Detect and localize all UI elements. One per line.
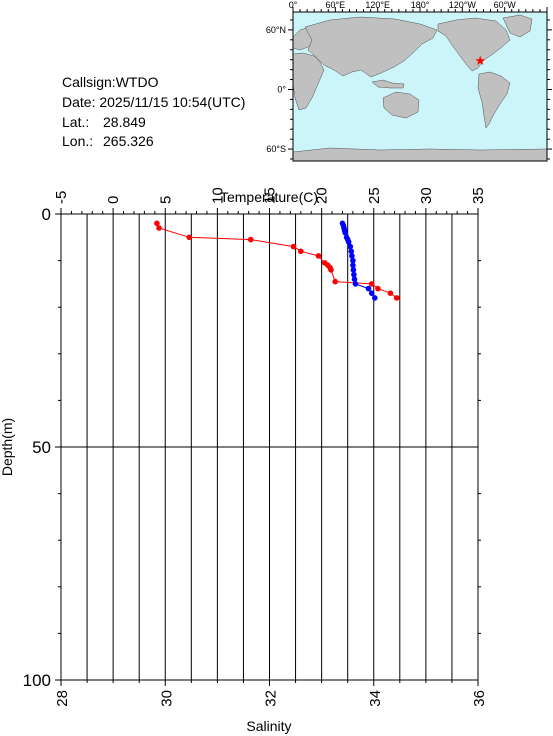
temperature-axis-label: Temperature(C)	[220, 189, 318, 205]
plot-frame	[60, 213, 479, 681]
map-lat-labels: 60°N 0° 60°S	[266, 25, 287, 154]
depth-tick-labels: 0 50 100	[23, 205, 51, 690]
land-greenland	[502, 14, 533, 38]
salinity-tick-label: 34	[367, 690, 384, 707]
temperature-point	[298, 248, 304, 255]
station-info: Callsign:WTDO Date: 2025/11/15 10:54(UTC…	[62, 74, 245, 149]
salinity-point	[345, 239, 352, 245]
temperature-point	[393, 295, 400, 301]
temperature-tick-label: -5	[53, 191, 70, 204]
map-lon-label: 60°E	[326, 0, 346, 10]
lon-value: 265.326	[103, 133, 154, 149]
map-lon-label: 120°E	[365, 0, 390, 10]
location-map: 0° 60°E 120°E 180° 120°W 60°W 60°N 0° 60°S ★	[266, 0, 552, 162]
temperature-tick-label: 20	[314, 187, 331, 204]
map-lon-labels: 0° 60°E 120°E 180° 120°W 60°W	[289, 0, 517, 10]
map-ticks	[288, 7, 552, 160]
temperature-point	[156, 225, 162, 231]
salinity-tick-labels: 28 30 32 34 36	[54, 690, 488, 707]
temperature-point	[186, 234, 192, 241]
temperature-tick-label: 30	[418, 187, 435, 204]
lat-label: Lat.:	[62, 114, 89, 130]
temperature-point	[368, 281, 375, 287]
temperature-point	[315, 253, 322, 259]
map-lon-label: 120°W	[449, 0, 477, 10]
depth-tick-label: 50	[32, 438, 51, 457]
salinity-point	[352, 281, 359, 287]
callsign-text: Callsign:WTDO	[62, 74, 159, 90]
temperature-tick-label: 35	[470, 187, 487, 204]
salinity-point	[350, 257, 356, 264]
temperature-point	[375, 285, 381, 292]
salinity-point	[350, 267, 357, 273]
land-south-america	[477, 71, 511, 129]
depth-axis-label: Depth(m)	[0, 418, 15, 476]
salinity-point	[365, 285, 372, 292]
map-land	[292, 14, 548, 162]
map-lat-label: 60°N	[266, 25, 286, 35]
land-indonesia	[371, 79, 405, 89]
temperature-point	[328, 267, 334, 273]
map-lon-label: 0°	[289, 0, 298, 10]
series-layer	[154, 220, 400, 301]
salinity-tick-label: 28	[54, 690, 71, 707]
temperature-tick-label: 0	[105, 196, 122, 204]
temperature-point	[154, 220, 160, 227]
temperature-tick-label: 15	[262, 187, 279, 204]
temperature-tick-label: 5	[157, 196, 174, 204]
temperature-point	[332, 278, 339, 285]
date-text: Date: 2025/11/15 10:54(UTC)	[62, 94, 245, 110]
grid-lines	[61, 214, 478, 680]
salinity-point	[350, 262, 356, 269]
salinity-point	[368, 290, 375, 297]
temperature-tick-label: 25	[366, 187, 383, 204]
temperature-point	[290, 243, 297, 250]
depth-tick-label: 0	[42, 205, 51, 224]
temperature-tick-labels: -5 0 5 10 15 20 25 30 35	[53, 187, 487, 204]
salinity-tick-label: 36	[471, 690, 488, 707]
salinity-point	[351, 271, 357, 278]
salinity-point	[342, 229, 348, 236]
salinity-point	[348, 248, 355, 255]
temperature-point	[387, 290, 394, 297]
map-lon-label: 60°W	[494, 0, 517, 10]
temperature-tick-label: 10	[209, 187, 226, 204]
salinity-point	[349, 253, 355, 259]
depth-tick-label: 100	[23, 671, 51, 690]
land-africa	[292, 52, 325, 111]
map-lat-label: 60°S	[266, 144, 286, 154]
land-australia	[382, 91, 420, 119]
temperature-point	[247, 236, 254, 243]
station-marker-star-icon: ★	[474, 53, 486, 68]
salinity-tick-label: 32	[263, 690, 280, 707]
map-lon-label: 180°	[411, 0, 430, 10]
land-asia	[304, 16, 438, 78]
salinity-axis-label: Salinity	[246, 718, 291, 734]
salinity-point	[351, 276, 358, 283]
salinity-point	[347, 243, 354, 250]
lat-value: 28.849	[103, 114, 146, 130]
map-lat-label: 0°	[277, 84, 286, 94]
salinity-point	[372, 295, 378, 301]
land-antarctica	[292, 147, 548, 162]
salinity-tick-label: 30	[158, 690, 175, 707]
lon-label: Lon.:	[62, 133, 93, 149]
land-north-america	[437, 17, 511, 72]
